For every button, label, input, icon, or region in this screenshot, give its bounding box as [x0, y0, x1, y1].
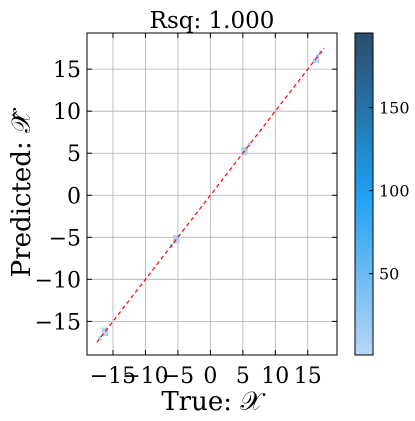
x-tick-label: 0 — [203, 364, 217, 389]
heatmap-bin — [176, 235, 180, 240]
heatmap-bin — [315, 54, 320, 59]
heatmap-bin — [312, 58, 316, 63]
chart-title: Rsq: 1.000 — [150, 8, 275, 34]
heatmap-bin — [101, 327, 105, 332]
heatmap-bin — [315, 58, 320, 63]
y-tick-label: 15 — [53, 58, 81, 83]
heatmap-bin — [247, 142, 251, 147]
x-tick-label: 10 — [261, 364, 289, 389]
y-tick-label: 10 — [53, 100, 81, 125]
heatmap-bin — [176, 239, 180, 244]
colorbar — [354, 32, 374, 356]
heatmap-bin — [98, 336, 102, 341]
colorbar-ticks: 50 100 150 — [369, 99, 410, 284]
plot-frame — [86, 32, 338, 356]
heatmap-bin — [241, 146, 245, 152]
reference-line — [96, 47, 325, 343]
y-axis-label: Predicted: 𝒳̂ — [7, 107, 37, 277]
heatmap-bin — [104, 331, 109, 337]
x-tick-label: 5 — [236, 364, 250, 389]
colorbar-tick-label: 150 — [379, 99, 410, 118]
y-tick-label: −5 — [49, 226, 81, 251]
x-axis-label: True: 𝒳 — [161, 387, 266, 417]
y-tick-label: 5 — [67, 142, 81, 167]
heatmap-bin — [244, 151, 248, 156]
colorbar-tick-label: 100 — [379, 182, 410, 201]
y-tick-label: −15 — [35, 310, 81, 335]
y-tick-label: 0 — [67, 184, 81, 209]
heatmap-bin — [244, 146, 248, 152]
y-tick-label: −10 — [35, 268, 81, 293]
x-tick-label: −10 — [122, 364, 168, 389]
heatmap-bin — [173, 235, 177, 240]
grid — [87, 33, 337, 355]
colorbar-tick-label: 50 — [379, 265, 399, 284]
x-tick-label: 15 — [294, 364, 322, 389]
x-tick-label: −5 — [162, 364, 194, 389]
x-tick-label: −15 — [90, 364, 136, 389]
